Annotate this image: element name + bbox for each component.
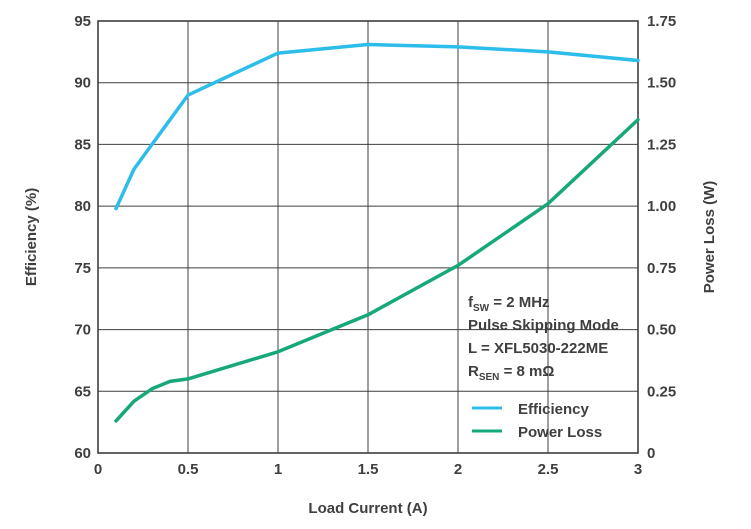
x-tick-label: 2.5: [538, 461, 559, 478]
y2-tick-label: 1.25: [647, 136, 676, 153]
y2-tick-label: 0.25: [647, 383, 676, 400]
y2-tick-label: 0: [647, 445, 655, 462]
legend: Efficiency Power Loss: [472, 401, 602, 441]
y-tick-label: 80: [74, 198, 91, 215]
series-line-efficiency: [114, 42, 640, 211]
y2-tick-label: 1.50: [647, 75, 676, 92]
y2-tick-label: 0.75: [647, 260, 676, 277]
y-tick-label: 70: [74, 322, 91, 339]
y-tick-label: 75: [74, 260, 91, 277]
annotation-rsen: RSEN = 8 mΩ: [468, 363, 554, 383]
annotation-box: fSW = 2 MHz Pulse Skipping Mode L = XFL5…: [468, 294, 619, 383]
x-tick-label: 1.5: [358, 461, 379, 478]
series-line-power-loss: [114, 117, 640, 423]
y-tick-label: 60: [74, 445, 91, 462]
y-tick-label: 65: [74, 383, 91, 400]
x-tick-label: 0: [94, 461, 102, 478]
y-axis-title: Efficiency (%): [23, 188, 40, 286]
legend-label-efficiency: Efficiency: [518, 401, 590, 418]
x-tick-label: 3: [634, 461, 642, 478]
ticks: 0 0.5 1 1.5 2 2.5 3 60 65 70 75 80 85 90 95 0 0.25 0.50 0.…: [74, 13, 676, 478]
x-tick-label: 2: [454, 461, 462, 478]
y2-tick-label: 1.75: [647, 13, 676, 30]
x-axis-title: Load Current (A): [308, 500, 427, 517]
x-tick-label: 0.5: [178, 461, 199, 478]
y2-tick-label: 0.50: [647, 322, 676, 339]
y2-axis-title: Power Loss (W): [701, 181, 718, 294]
grid: [98, 21, 638, 453]
y-tick-label: 90: [74, 75, 91, 92]
x-tick-label: 1: [274, 461, 282, 478]
annotation-inductor: L = XFL5030-222ME: [468, 340, 608, 357]
legend-label-power-loss: Power Loss: [518, 424, 602, 441]
series-layer: [114, 42, 640, 423]
annotation-fsw: fSW = 2 MHz: [468, 294, 550, 314]
y-tick-label: 95: [74, 13, 91, 30]
y2-tick-label: 1.00: [647, 198, 676, 215]
plot-frame: [97, 20, 639, 454]
annotation-mode: Pulse Skipping Mode: [468, 317, 619, 334]
y-tick-label: 85: [74, 136, 91, 153]
